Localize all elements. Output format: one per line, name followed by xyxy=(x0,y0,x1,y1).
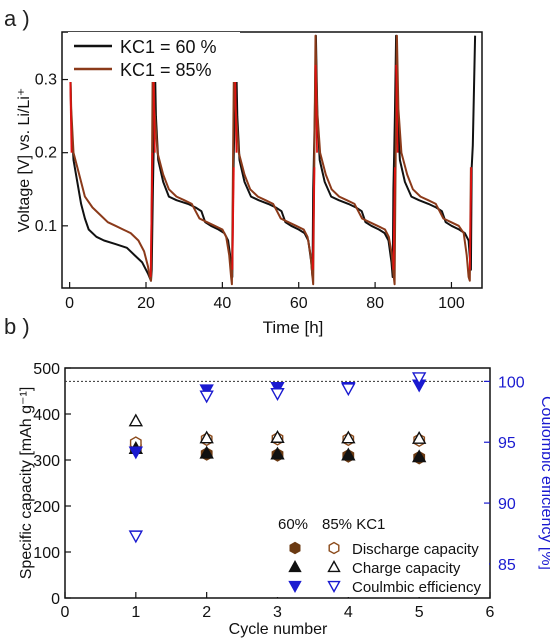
accent-segment xyxy=(231,167,235,270)
y-tick-label-b: 0 xyxy=(51,591,60,608)
y-tick-label-b: 100 xyxy=(33,545,60,562)
data-point xyxy=(128,413,144,427)
x-tick-label-a: 80 xyxy=(366,295,384,312)
x-tick-label-b: 0 xyxy=(61,604,70,621)
x-tick-label-b: 3 xyxy=(273,604,282,621)
legend-b-marker-85 xyxy=(327,560,341,573)
legend-b: 60% 85% KC1 Discharge capacity Charge capac… xyxy=(274,515,489,597)
x-tick-label-a: 40 xyxy=(213,295,231,312)
y-tick-label-a: 0.3 xyxy=(35,72,57,89)
data-point xyxy=(128,446,144,460)
x-tick-label-a: 60 xyxy=(290,295,308,312)
data-point xyxy=(411,372,427,386)
legend-a-bg xyxy=(68,32,240,82)
y-tick-label-b: 400 xyxy=(33,407,60,424)
legend-b-header-85: 85% KC1 xyxy=(322,516,385,533)
data-point xyxy=(411,430,427,444)
data-point xyxy=(411,449,427,463)
series-line-kc1-85 xyxy=(68,34,472,286)
legend-b-label: Coulmbic efficiency xyxy=(352,579,481,596)
y-tick-label-b: 300 xyxy=(33,453,60,470)
y-tick-label-b: 500 xyxy=(33,361,60,378)
legend-b-bg xyxy=(274,515,489,597)
panel-a-label: a ) xyxy=(4,6,30,31)
y2-tick-label-b: 85 xyxy=(498,557,516,574)
x-tick-label-b: 2 xyxy=(202,604,211,621)
data-point xyxy=(270,446,285,460)
panel-b-chart: 0 1 2 3 4 5 6 0 100 200 300 400 500 85 90 95 100 Cycle nu… xyxy=(18,361,550,638)
x-tick-label-b: 4 xyxy=(344,604,353,621)
x-tick-label-b: 6 xyxy=(486,604,495,621)
y2-tick-label-b: 95 xyxy=(498,435,516,452)
y-tick-label-a: 0.1 xyxy=(35,218,57,235)
y2-tick-label-b: 90 xyxy=(498,496,516,513)
data-point xyxy=(199,430,214,444)
data-point xyxy=(341,383,356,397)
legend-b-label: Charge capacity xyxy=(352,560,461,577)
data-point xyxy=(270,388,285,401)
legend-a: KC1 = 60 % KC1 = 85% xyxy=(68,32,240,82)
panel-b-label: b ) xyxy=(4,314,30,339)
x-tick-label-b: 1 xyxy=(131,604,140,621)
data-point xyxy=(341,447,356,461)
legend-b-label: Discharge capacity xyxy=(352,541,479,558)
data-point xyxy=(341,430,356,444)
legend-b-marker-85 xyxy=(328,541,340,555)
data-point xyxy=(199,390,214,404)
data-point xyxy=(270,430,285,443)
legend-b-marker-85 xyxy=(327,580,341,593)
x-axis-label-a: Time [h] xyxy=(263,318,324,337)
x-tick-label-a: 20 xyxy=(137,295,155,312)
y2-tick-label-b: 100 xyxy=(498,374,525,391)
legend-b-marker-60 xyxy=(288,560,302,573)
legend-b-header-60: 60% xyxy=(278,516,308,533)
y2-axis-label-b: Coulombic efficiency [%] xyxy=(538,396,550,570)
accent-segment xyxy=(314,64,318,153)
accent-segment xyxy=(392,167,396,270)
y-tick-label-b: 200 xyxy=(33,499,60,516)
x-axis-label-b: Cycle number xyxy=(229,621,328,638)
accent-segment xyxy=(149,152,154,278)
legend-a-label: KC1 = 60 % xyxy=(120,37,217,57)
y-axis-label-a: Voltage [V] vs. Li/Li⁺ xyxy=(16,88,33,233)
accent-segment xyxy=(395,64,399,153)
data-point xyxy=(128,530,144,544)
accent-segment xyxy=(311,167,316,270)
panel-a-chart: 0 20 40 60 80 100 0.1 0.2 0.3 Time [h] Voltage [V]… xyxy=(16,31,483,337)
accent-segment xyxy=(468,167,473,270)
legend-b-marker-60 xyxy=(288,580,302,593)
data-point xyxy=(199,445,214,459)
legend-a-label: KC1 = 85% xyxy=(120,60,212,80)
legend-b-marker-60 xyxy=(289,541,301,555)
x-tick-label-a: 0 xyxy=(65,295,74,312)
y-tick-label-a: 0.2 xyxy=(35,145,57,162)
x-tick-label-a: 100 xyxy=(438,295,465,312)
y-axis-label-b: Specific capacity [mAh g⁻¹] xyxy=(18,387,35,580)
x-tick-label-b: 5 xyxy=(415,604,424,621)
panel-a-frame xyxy=(61,31,483,289)
